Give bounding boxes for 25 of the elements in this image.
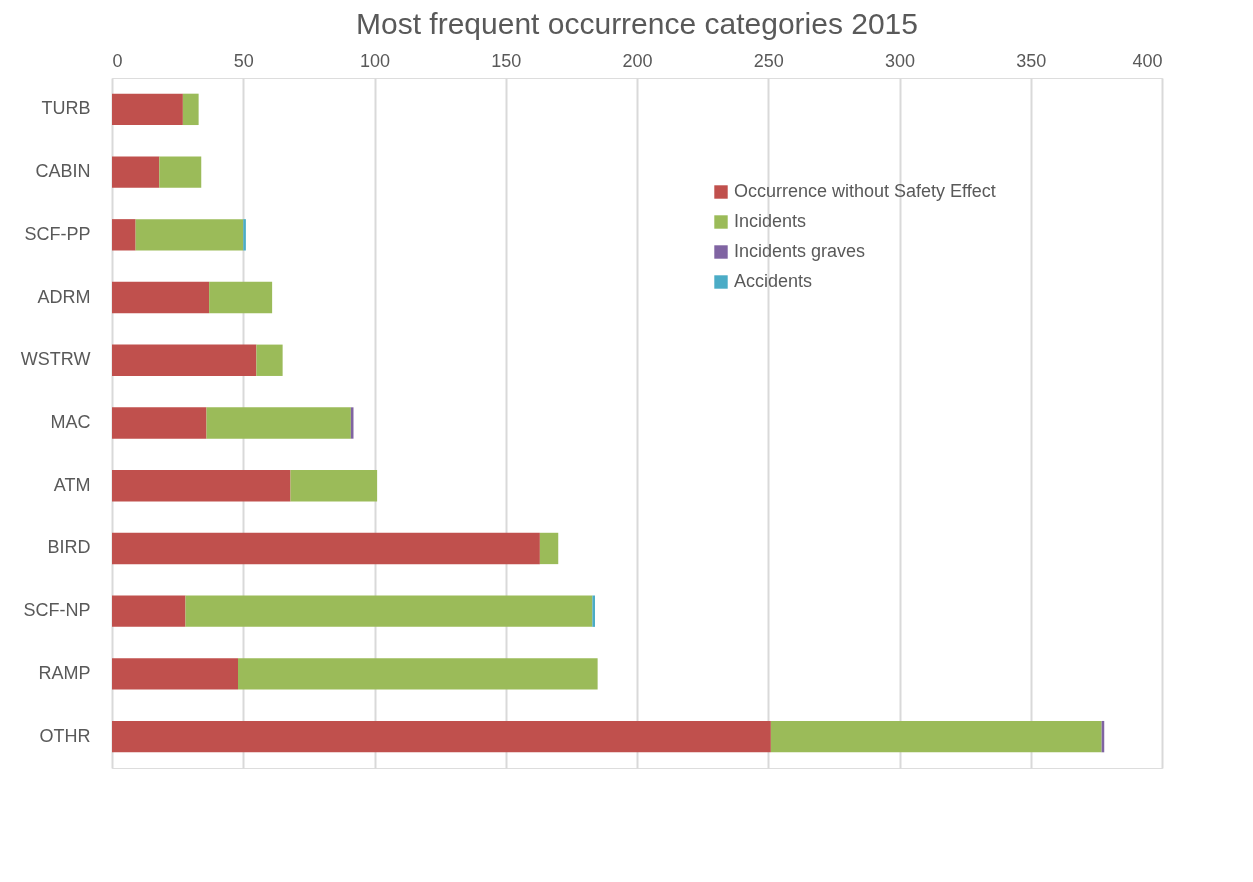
- legend-label: Incidents: [734, 211, 807, 231]
- legend-label: Incidents graves: [734, 241, 866, 261]
- x-tick-label: 200: [622, 50, 653, 71]
- y-tick-label: TURB: [41, 98, 91, 119]
- y-tick-label: SCF-NP: [23, 600, 91, 621]
- y-tick-label: BIRD: [47, 537, 91, 558]
- x-tick-label: 250: [753, 50, 784, 71]
- x-tick-label: 0: [112, 50, 123, 71]
- legend-label: Accidents: [734, 271, 813, 291]
- chart-title: Most frequent occurrence categories 2015: [356, 7, 918, 40]
- y-tick-label: ATM: [53, 474, 91, 495]
- x-tick-label: 300: [884, 50, 916, 71]
- x-tick-label: 400: [1132, 50, 1163, 71]
- legend-label: Occurrence without Safety Effect: [734, 181, 996, 201]
- y-tick-label: CABIN: [35, 161, 91, 182]
- x-tick-label: 50: [233, 50, 254, 71]
- y-tick-label: MAC: [50, 412, 91, 432]
- y-tick-label: RAMP: [38, 662, 91, 683]
- x-tick-label: 150: [491, 50, 522, 71]
- y-tick-label: SCF-PP: [24, 223, 91, 244]
- x-tick-label: 100: [359, 50, 391, 71]
- y-tick-label: WSTRW: [20, 349, 91, 370]
- x-tick-label: 350: [1016, 50, 1047, 71]
- y-tick-label: OTHR: [39, 725, 91, 746]
- y-tick-label: ADRM: [37, 286, 91, 307]
